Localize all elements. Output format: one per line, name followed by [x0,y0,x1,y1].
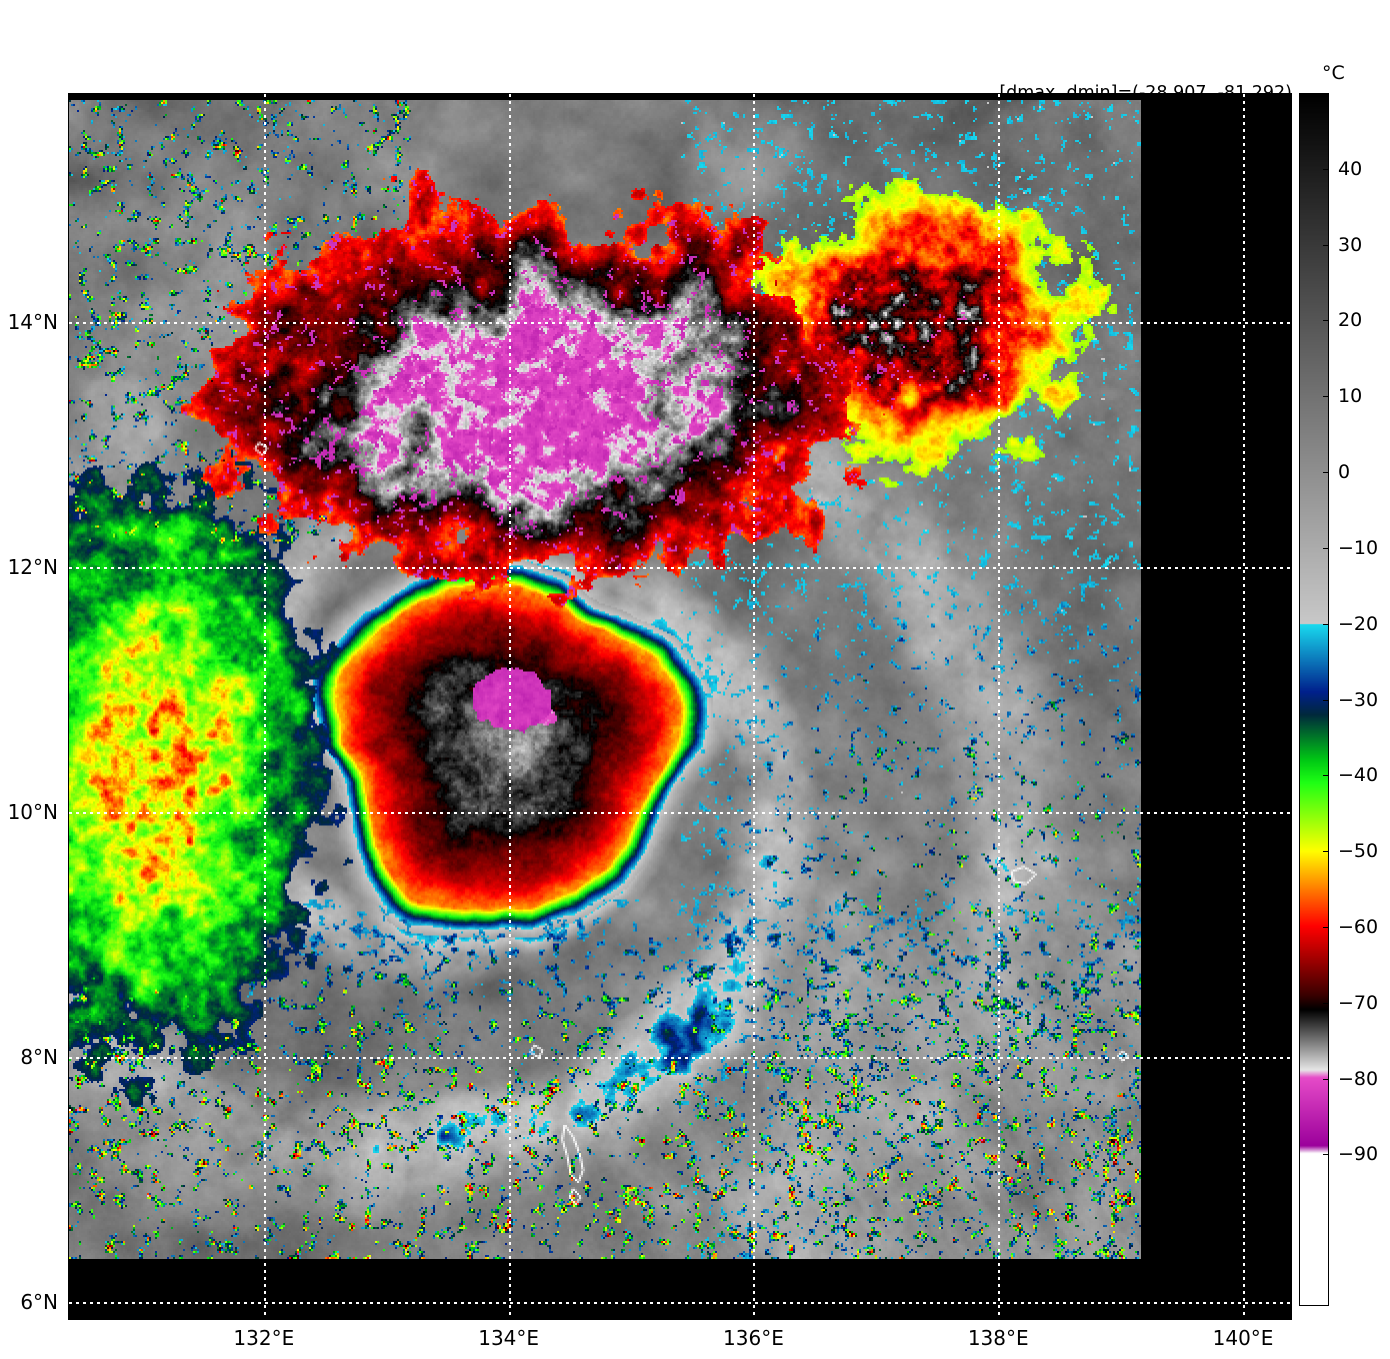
colorbar-tick-label: −80 [1338,1067,1379,1090]
colorbar-tick-mark [1323,472,1329,474]
colorbar-tick-label: −70 [1338,991,1379,1014]
colorbar-tick-label: −90 [1338,1143,1379,1166]
y-axis-tick-label: 12°N [7,554,58,579]
colorbar-tick-label: 20 [1338,309,1363,332]
colorbar-tick-mark [1323,699,1329,701]
x-axis-tick-label: 132°E [233,1326,295,1350]
x-axis-tick-label: 140°E [1212,1326,1274,1350]
colorbar-tick-label: −50 [1338,840,1379,863]
x-axis-tick-label: 136°E [723,1326,784,1350]
colorbar-tick-mark [1323,1154,1329,1156]
y-axis-tick-label: 14°N [7,309,58,334]
colorbar-tick-label: 30 [1338,233,1363,256]
colorbar-tick-mark [1323,547,1329,549]
colorbar-tick-mark [1323,396,1329,398]
x-axis-tick-label: 134°E [478,1326,540,1350]
colorbar-tick-mark [1323,623,1329,625]
colorbar-unit-label: °C [1322,62,1345,84]
colorbar-tick-mark [1323,244,1329,246]
y-axis-tick-label: 6°N [20,1289,58,1314]
x-axis-tick-label: 138°E [967,1326,1029,1350]
colorbar-tick-label: 10 [1338,385,1363,408]
colorbar-tick-mark [1323,851,1329,853]
satellite-imagery-canvas [69,94,1291,1319]
colorbar-tick-mark [1323,775,1329,777]
colorbar-tick-label: 0 [1338,461,1351,484]
colorbar-tick-label: −40 [1338,764,1379,787]
satellite-image-plot[interactable]: Copyright © 2020-2025 Dapiya [68,93,1292,1320]
colorbar-tick-mark [1323,320,1329,322]
colorbar-tick-mark [1323,1002,1329,1004]
colorbar-tick-label: −10 [1338,536,1379,559]
colorbar-tick-mark [1323,926,1329,928]
colorbar-tick-mark [1323,1078,1329,1080]
colorbar-tick-label: −30 [1338,688,1379,711]
y-axis-tick-label: 10°N [7,799,58,824]
colorbar-tick-mark [1323,168,1329,170]
colorbar-tick-label: −20 [1338,612,1379,635]
y-axis-tick-label: 8°N [20,1044,58,1069]
colorbar-tick-label: 40 [1338,157,1363,180]
colorbar-tick-label: −60 [1338,915,1379,938]
